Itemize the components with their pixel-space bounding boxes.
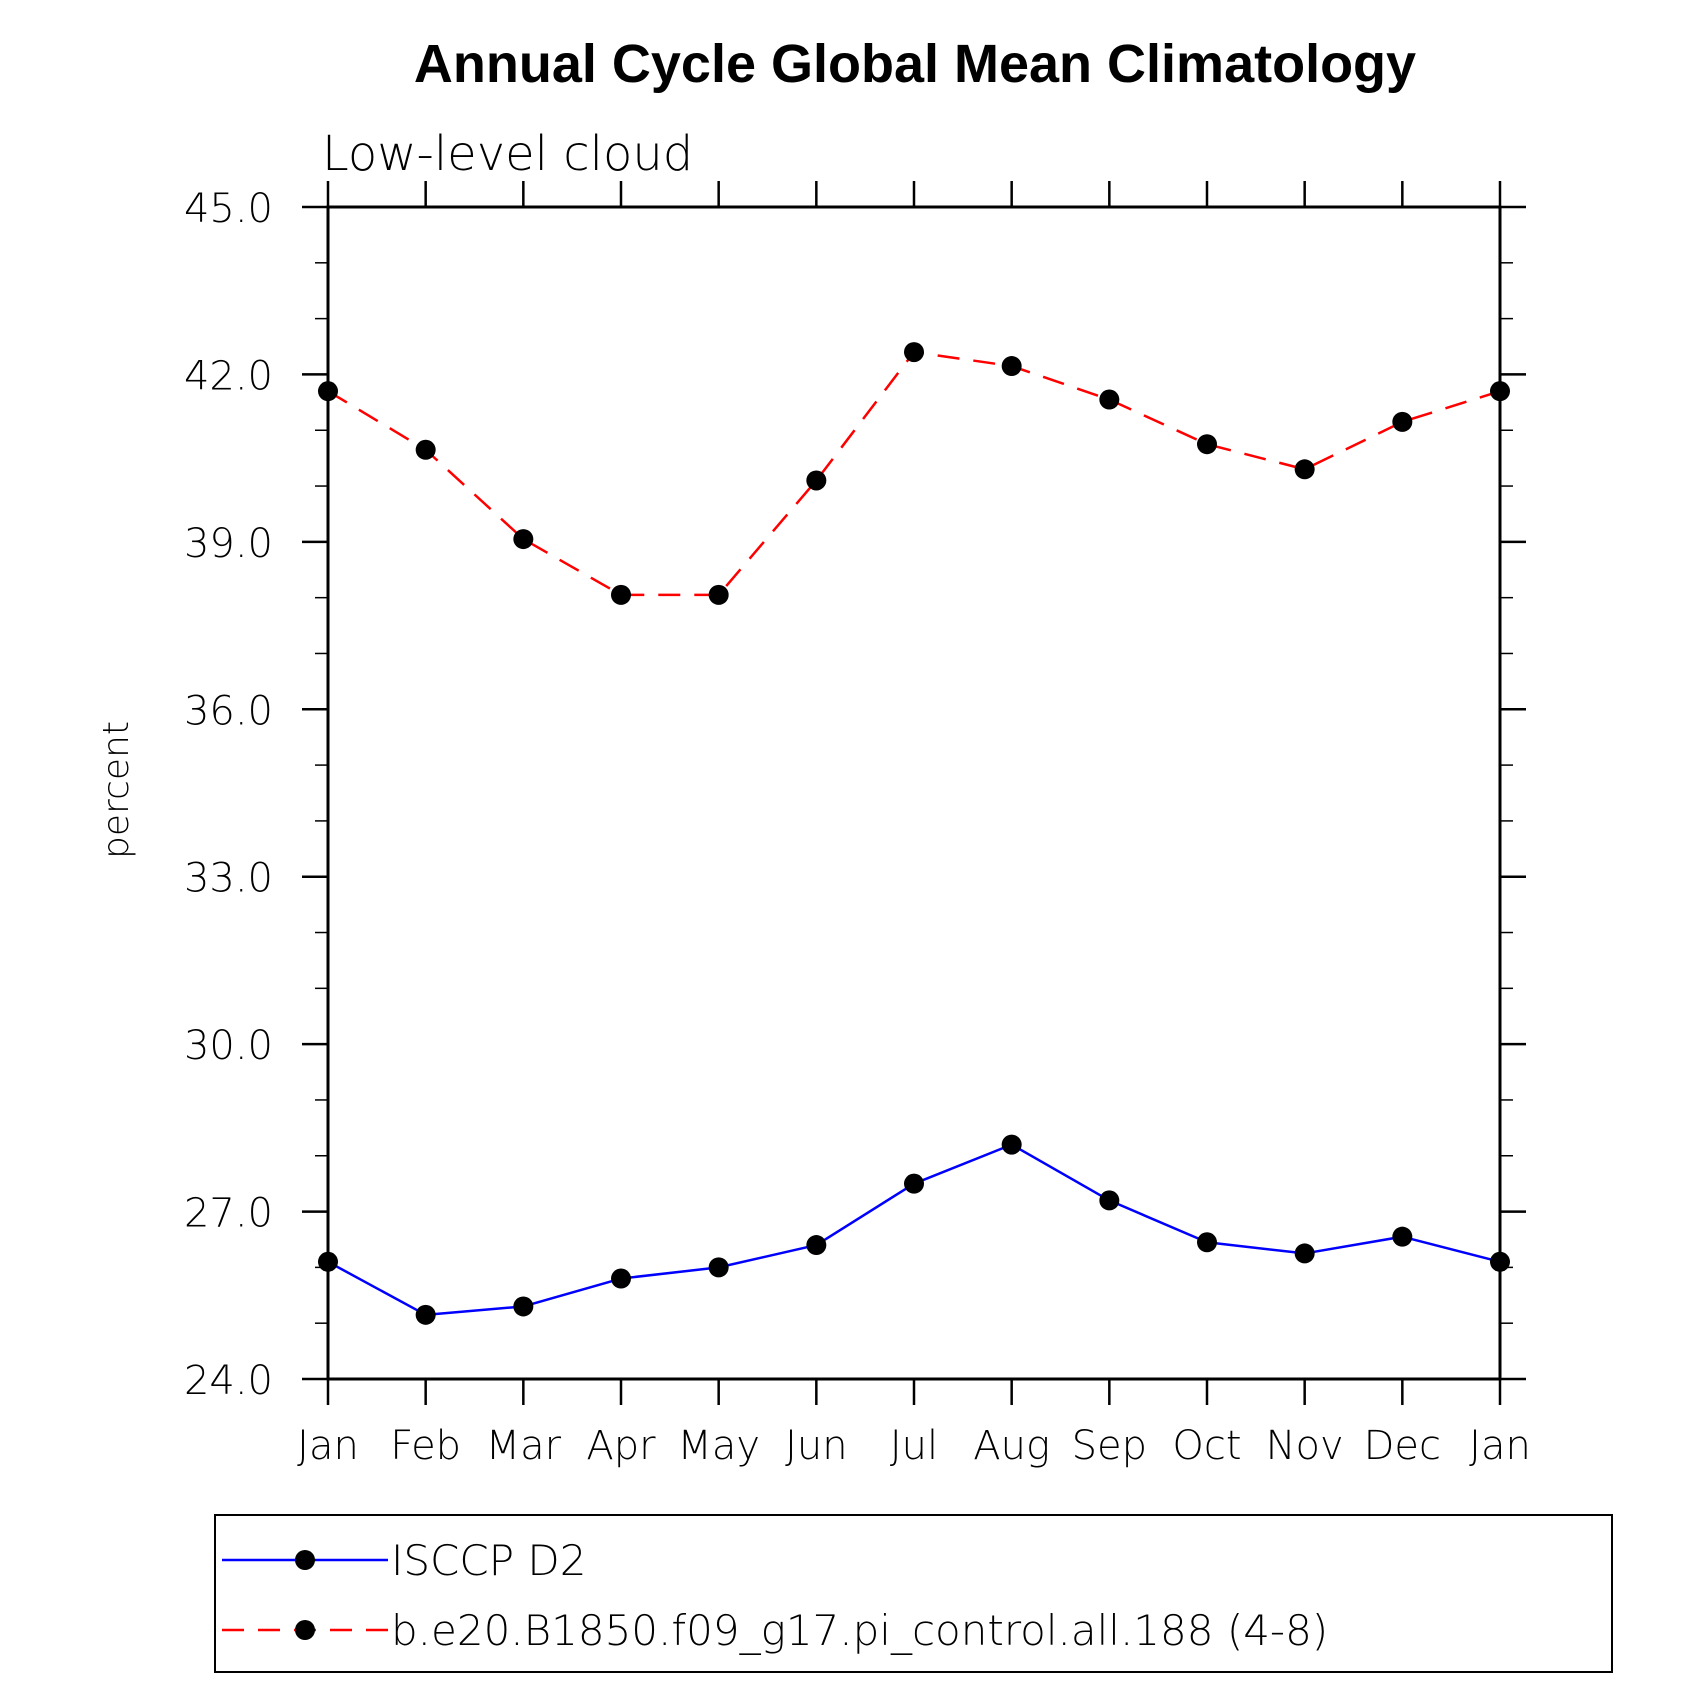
data-point	[611, 584, 631, 605]
plot-frame	[326, 205, 1502, 1381]
axis-ticks	[302, 181, 1526, 1405]
data-point	[1294, 1243, 1315, 1264]
data-point	[1099, 389, 1120, 410]
data-point	[1001, 356, 1022, 377]
y-tick-label: 30.0	[184, 1023, 273, 1069]
data-point	[318, 381, 338, 402]
data-point	[415, 1304, 436, 1325]
y-tick-label: 42.0	[184, 353, 273, 399]
data-point	[611, 1268, 631, 1289]
data-point	[708, 584, 729, 605]
data-point	[513, 529, 534, 550]
data-point	[1392, 411, 1413, 432]
legend-marker-model	[295, 1620, 315, 1640]
legend-label-isccp: ISCCP D2	[391, 1536, 586, 1585]
y-tick-label: 45.0	[184, 186, 273, 232]
x-tick-label: Jan	[1469, 1423, 1531, 1469]
x-tick-label: Jan	[297, 1423, 359, 1469]
x-tick-label: Aug	[973, 1423, 1050, 1469]
data-point	[1099, 1190, 1120, 1211]
y-tick-label: 24.0	[184, 1358, 273, 1404]
data-point	[1490, 1251, 1510, 1272]
data-point	[1197, 434, 1217, 455]
x-tick-labels: Jan Feb Mar Apr May Jun Jul Aug Sep Oct Nov Dec Jan	[297, 1423, 1531, 1469]
data-point	[904, 1173, 924, 1194]
x-tick-label: Sep	[1072, 1423, 1147, 1469]
legend-label-model: b.e20.B1850.f09_g17.pi_control.all.188 (…	[391, 1606, 1328, 1655]
chart-title: Annual Cycle Global Mean Climatology	[414, 34, 1416, 94]
series-line-0	[327, 1143, 1501, 1317]
y-tick-label: 27.0	[184, 1191, 273, 1237]
data-point	[318, 1251, 338, 1272]
data-point	[1197, 1232, 1217, 1253]
legend-box	[214, 1514, 1613, 1673]
chart-subtitle: Low-level cloud	[322, 126, 693, 182]
data-point	[1490, 381, 1510, 402]
x-tick-label: Feb	[390, 1423, 461, 1469]
data-point	[806, 1235, 827, 1256]
x-tick-label: Oct	[1172, 1423, 1241, 1469]
data-point	[1392, 1226, 1413, 1247]
data-point	[904, 342, 924, 363]
data-point	[513, 1296, 534, 1317]
x-tick-label: May	[677, 1423, 760, 1469]
x-tick-label: Jul	[890, 1423, 938, 1469]
x-tick-label: Nov	[1266, 1423, 1344, 1469]
y-tick-labels: 24.0 27.0 30.0 33.0 36.0 39.0 42.0 45.0	[184, 186, 273, 1404]
y-tick-label: 33.0	[184, 856, 273, 902]
x-tick-label: Dec	[1364, 1423, 1441, 1469]
data-point	[415, 439, 436, 460]
x-tick-label: Jun	[785, 1423, 848, 1469]
data-point	[1001, 1134, 1022, 1155]
x-tick-label: Mar	[486, 1423, 562, 1469]
data-point	[1294, 459, 1315, 480]
legend: ISCCP D2 b.e20.B1850.f09_g17.pi_control.…	[214, 1514, 1613, 1673]
y-tick-label: 39.0	[184, 521, 273, 567]
data-point	[708, 1257, 729, 1278]
y-axis-label: percent	[96, 721, 137, 859]
legend-marker-isccp	[295, 1550, 315, 1570]
series-layer	[318, 342, 1510, 1325]
series-line-1	[327, 350, 1501, 597]
series-0	[318, 1134, 1510, 1325]
data-point	[806, 470, 827, 491]
x-tick-label: Apr	[586, 1423, 656, 1469]
series-1	[318, 342, 1510, 605]
y-tick-label: 36.0	[184, 688, 273, 734]
